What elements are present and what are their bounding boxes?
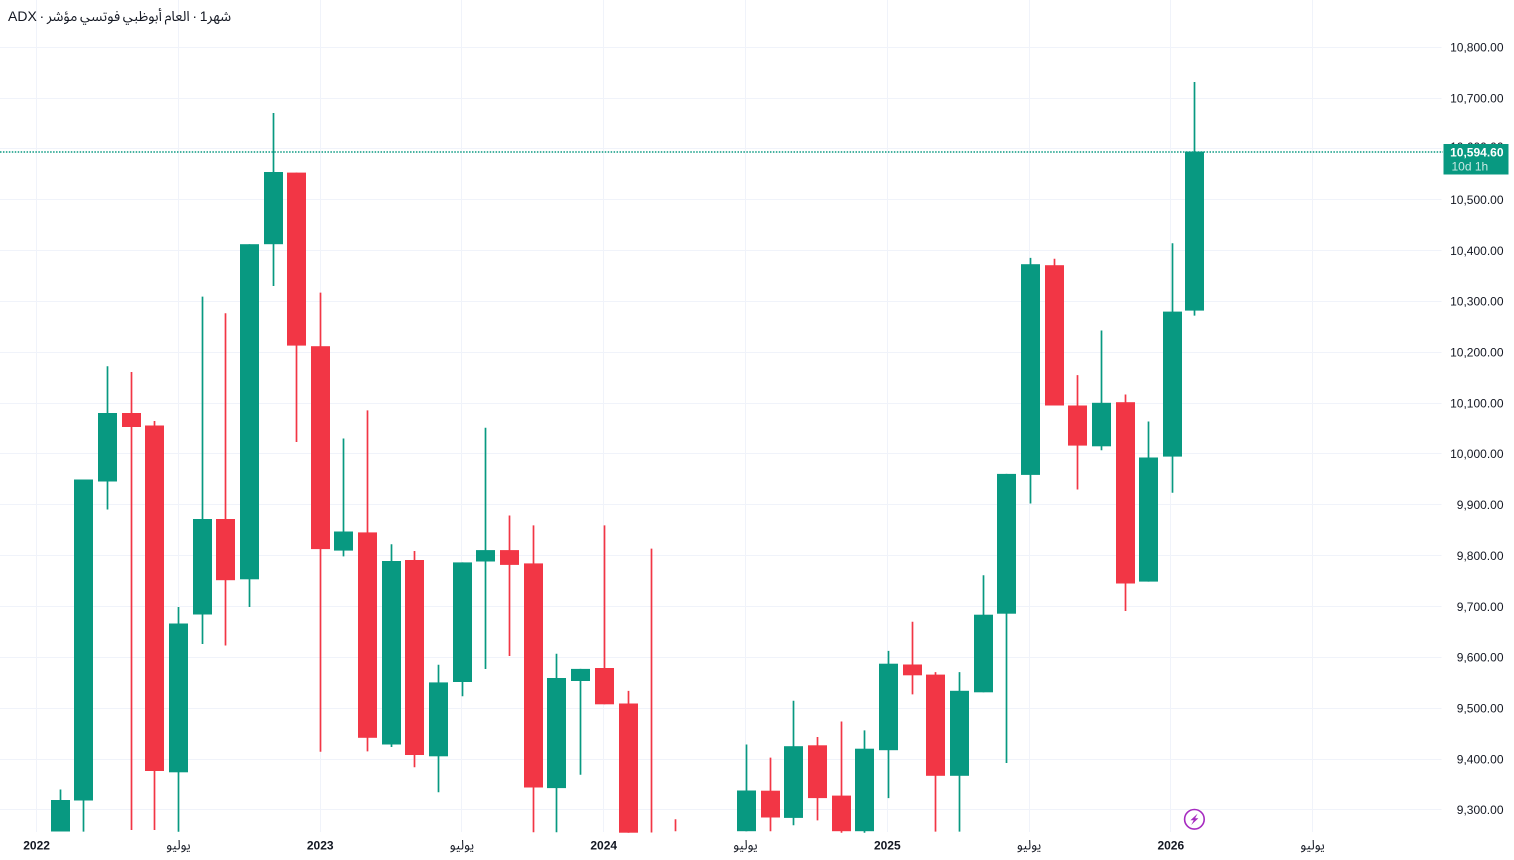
svg-text:10,400.00: 10,400.00 <box>1450 244 1504 258</box>
svg-text:10,100.00: 10,100.00 <box>1450 396 1504 410</box>
svg-text:2023: 2023 <box>307 839 334 853</box>
svg-text:2025: 2025 <box>874 839 901 853</box>
svg-text:يوليو: يوليو <box>450 838 475 853</box>
svg-text:10d 1h: 10d 1h <box>1452 160 1489 174</box>
svg-text:9,800.00: 9,800.00 <box>1457 549 1504 563</box>
svg-text:10,594.60: 10,594.60 <box>1450 145 1504 159</box>
svg-text:10,200.00: 10,200.00 <box>1450 346 1504 360</box>
svg-text:يوليو: يوليو <box>733 838 758 853</box>
svg-text:2024: 2024 <box>590 839 617 853</box>
svg-text:9,900.00: 9,900.00 <box>1457 498 1504 512</box>
svg-text:10,800.00: 10,800.00 <box>1450 41 1504 55</box>
svg-text:10,700.00: 10,700.00 <box>1450 91 1504 105</box>
svg-text:2026: 2026 <box>1157 839 1184 853</box>
svg-text:يوليو: يوليو <box>1017 838 1042 853</box>
svg-text:يوليو: يوليو <box>1300 838 1325 853</box>
svg-text:10,500.00: 10,500.00 <box>1450 193 1504 207</box>
svg-text:يوليو: يوليو <box>166 838 191 853</box>
svg-text:2022: 2022 <box>23 839 50 853</box>
svg-text:9,500.00: 9,500.00 <box>1457 702 1504 716</box>
svg-text:10,000.00: 10,000.00 <box>1450 447 1504 461</box>
svg-text:10,300.00: 10,300.00 <box>1450 295 1504 309</box>
svg-text:9,400.00: 9,400.00 <box>1457 752 1504 766</box>
svg-text:9,600.00: 9,600.00 <box>1457 651 1504 665</box>
svg-text:9,300.00: 9,300.00 <box>1457 803 1504 817</box>
svg-text:9,700.00: 9,700.00 <box>1457 600 1504 614</box>
